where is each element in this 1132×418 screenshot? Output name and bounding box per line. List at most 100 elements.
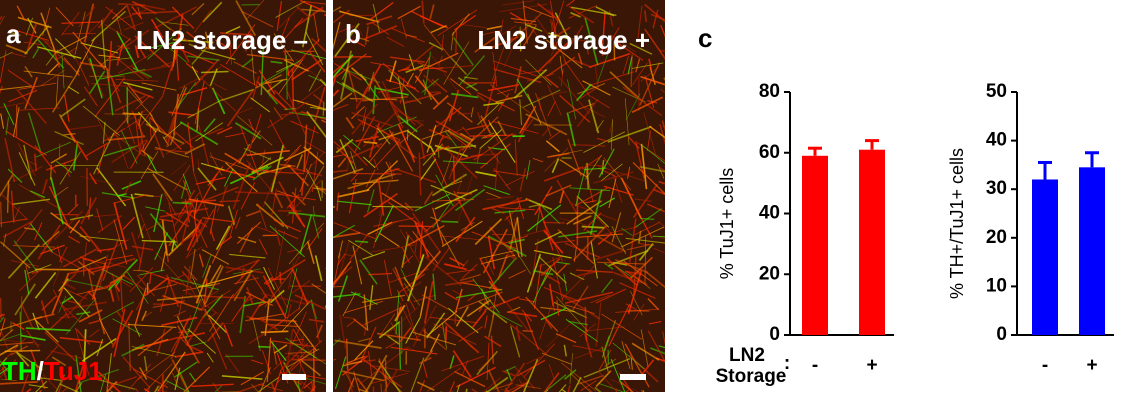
fiber [615, 41, 644, 61]
fiber [485, 376, 509, 392]
fiber [419, 380, 426, 392]
fiber [197, 284, 213, 288]
fiber [590, 294, 611, 304]
fiber [356, 377, 369, 392]
fiber [459, 132, 474, 142]
fiber [136, 274, 155, 297]
fiber [342, 291, 357, 317]
fiber [70, 214, 94, 221]
fiber [306, 111, 326, 139]
fiber [550, 290, 556, 312]
fiber [504, 205, 521, 221]
fiber [615, 388, 618, 392]
fiber [542, 315, 553, 330]
fiber [141, 82, 177, 91]
fiber [122, 356, 150, 388]
fiber [569, 353, 573, 384]
fiber [128, 322, 131, 371]
fiber [423, 281, 434, 324]
fiber [598, 382, 625, 392]
fiber [397, 115, 418, 133]
fiber [221, 88, 255, 101]
fiber [480, 254, 516, 265]
fiber [37, 46, 82, 59]
fiber [116, 310, 131, 329]
fiber [296, 154, 304, 169]
fiber [23, 144, 32, 180]
fiber [309, 385, 317, 392]
fiber [96, 208, 104, 231]
fiber [635, 58, 641, 73]
fiber [231, 293, 252, 322]
fiber [347, 173, 396, 190]
fiber [166, 380, 189, 392]
fiber [134, 326, 141, 337]
fiber [151, 127, 165, 158]
fiber [401, 247, 410, 264]
fiber [504, 381, 528, 392]
fiber [351, 103, 378, 135]
fiber [526, 160, 531, 180]
fiber [100, 301, 135, 321]
fiber [336, 146, 354, 164]
fiber [91, 83, 131, 87]
fiber [576, 269, 614, 274]
fiber [16, 352, 30, 367]
fiber [460, 259, 469, 270]
fiber [502, 0, 534, 6]
fiber [652, 9, 659, 29]
fiber [63, 57, 80, 76]
fiber [373, 139, 401, 169]
fiber [519, 105, 537, 134]
fiber [624, 270, 642, 276]
fiber [377, 127, 391, 145]
fiber [108, 284, 115, 302]
fiber [395, 292, 400, 335]
micrograph-b [333, 0, 665, 392]
fiber [351, 105, 365, 120]
fiber [137, 352, 176, 381]
fiber [350, 67, 367, 82]
fiber [132, 67, 152, 78]
fiber [374, 204, 394, 243]
fiber [607, 125, 652, 143]
x-tick-label: + [1086, 355, 1097, 376]
fiber [532, 265, 551, 304]
fiber [275, 63, 294, 73]
fiber [604, 262, 614, 270]
y-tick-label: 30 [986, 178, 1007, 199]
fiber [138, 133, 144, 154]
fiber [9, 31, 21, 37]
fiber [388, 69, 422, 105]
fiber [631, 62, 664, 69]
row-label: LN2 [729, 345, 765, 366]
fiber [240, 267, 245, 279]
fiber [473, 132, 514, 161]
fiber [292, 56, 306, 71]
fiber [11, 260, 39, 267]
fiber [287, 249, 298, 253]
fiber [291, 187, 297, 224]
fiber [94, 283, 114, 291]
fiber [39, 389, 42, 392]
fiber [523, 5, 554, 18]
fiber [597, 167, 618, 178]
fiber [95, 378, 136, 390]
fiber [61, 51, 65, 89]
fiber [491, 207, 505, 215]
fiber [600, 163, 623, 182]
fiber [454, 370, 486, 388]
fiber [561, 263, 597, 300]
fiber [584, 106, 606, 118]
fiber [443, 41, 470, 85]
fiber [11, 53, 27, 58]
fiber [419, 15, 449, 29]
fiber [370, 2, 394, 20]
fiber [510, 17, 537, 23]
fiber [294, 58, 324, 83]
fiber [660, 24, 665, 38]
fiber [366, 160, 399, 192]
fiber [187, 328, 217, 354]
fiber [353, 318, 369, 332]
